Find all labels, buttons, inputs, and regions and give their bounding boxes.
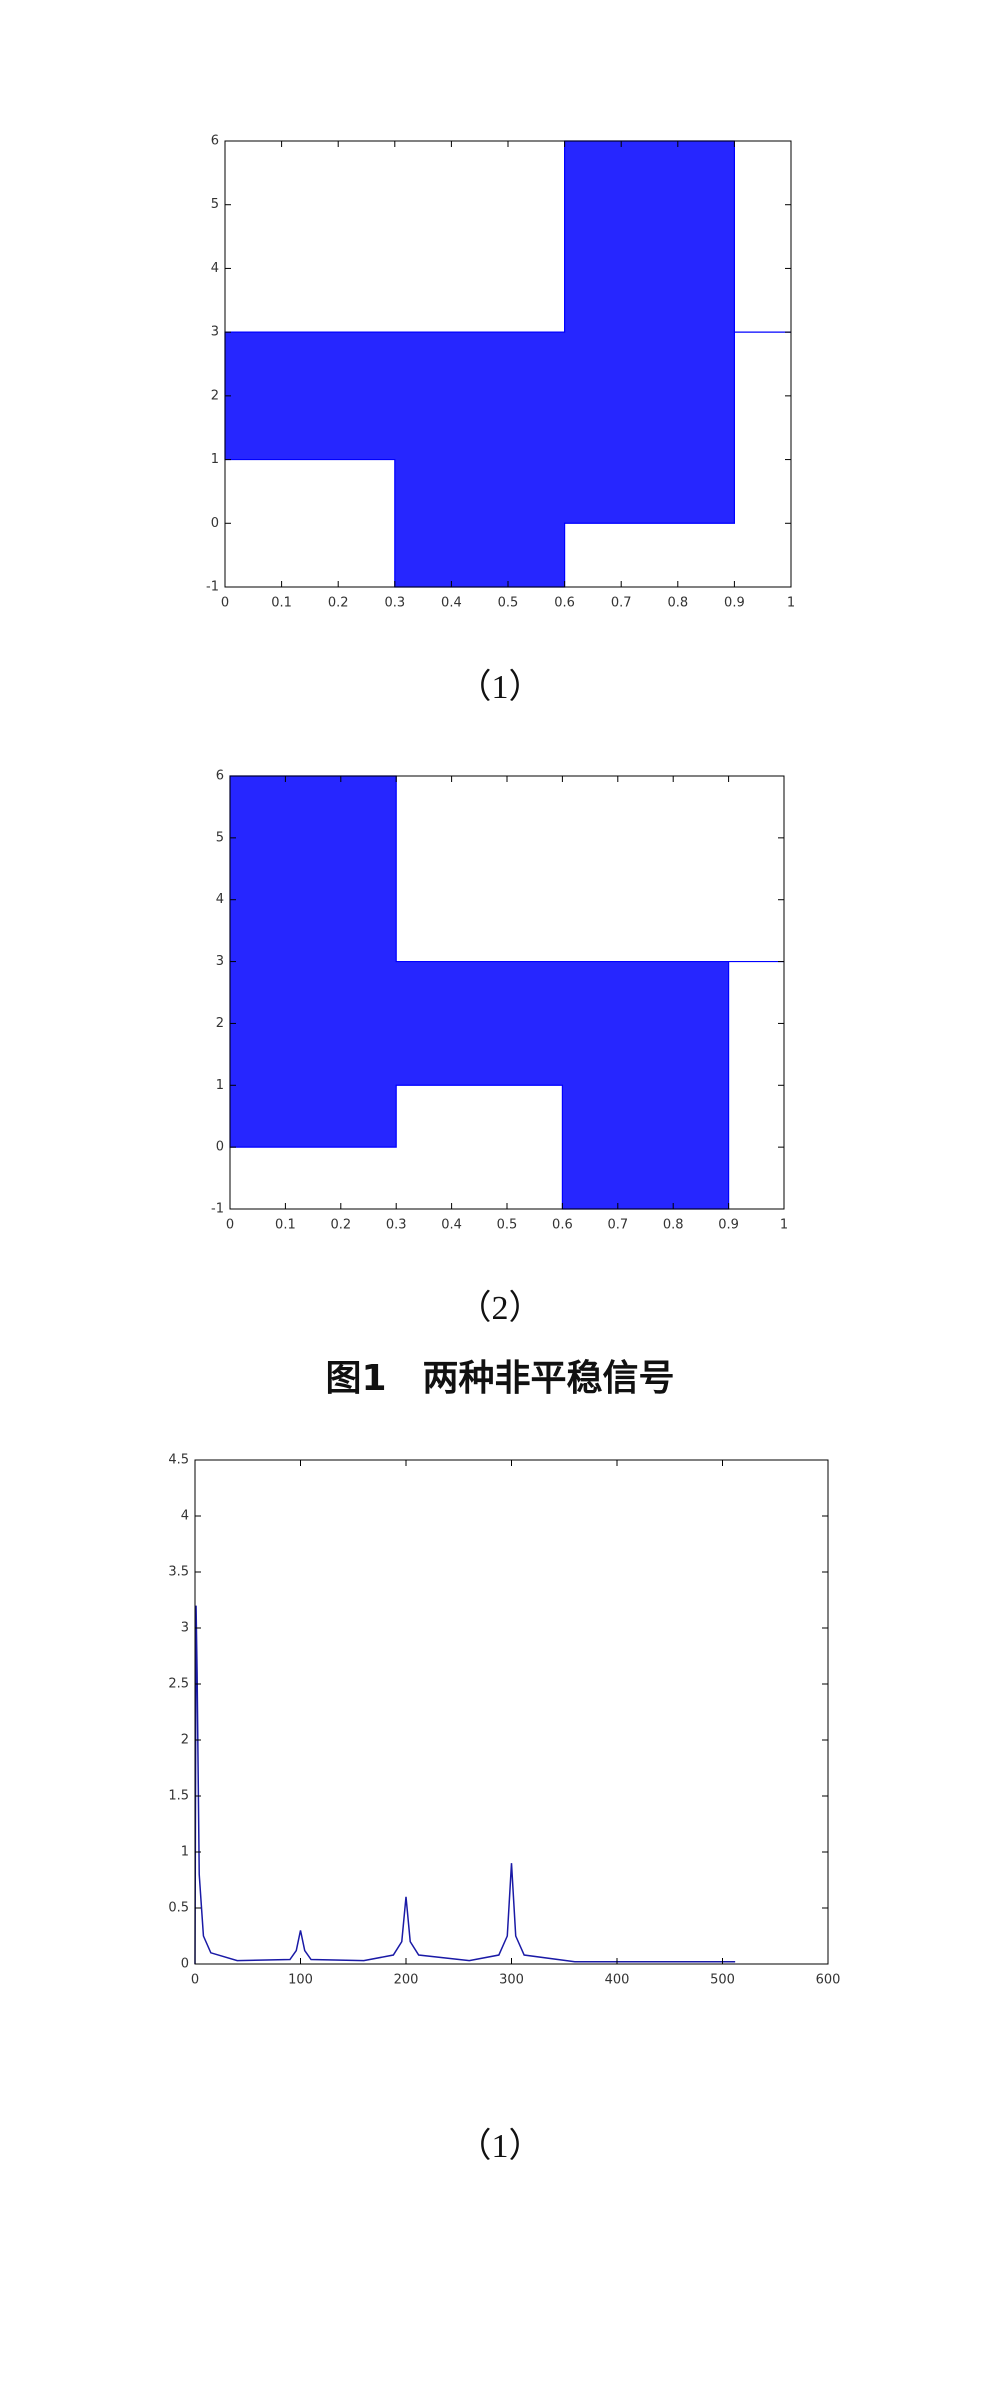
x-tick-label: 0.4 [441, 596, 462, 611]
x-tick-label: 200 [394, 1973, 419, 1988]
y-tick-label: 0 [211, 516, 219, 531]
x-tick-label: 0.8 [667, 596, 688, 611]
y-tick-label: -1 [206, 580, 219, 595]
y-tick-label: 1.5 [168, 1789, 189, 1804]
y-tick-label: 4 [216, 892, 224, 907]
x-tick-label: 0 [221, 596, 229, 611]
x-tick-label: 0.4 [441, 1218, 462, 1233]
y-tick-label: 0 [181, 1957, 189, 1972]
y-tick-label: 3 [216, 954, 224, 969]
x-tick-label: 1 [787, 596, 795, 611]
plot-frame [194, 1459, 829, 1965]
y-tick-label: 4 [181, 1509, 189, 1524]
x-tick-label: 0.6 [554, 596, 575, 611]
y-tick-label: 2 [211, 388, 219, 403]
y-tick-label: 3.5 [168, 1565, 189, 1580]
x-tick-label: 0.7 [607, 1218, 628, 1233]
x-tick-label: 400 [605, 1973, 630, 1988]
y-tick-label: 5 [216, 830, 224, 845]
x-tick-label: 0.1 [271, 596, 292, 611]
y-tick-label: 1 [181, 1845, 189, 1860]
signal-band [229, 775, 784, 1210]
x-tick-label: 0.3 [384, 596, 405, 611]
caption: （1） [458, 668, 543, 706]
y-tick-label: -1 [211, 1202, 224, 1217]
caption: （2） [458, 1289, 543, 1327]
x-tick-label: 0.5 [498, 596, 519, 611]
x-tick-label: 300 [499, 1973, 524, 1988]
x-tick-label: 0.5 [497, 1218, 518, 1233]
x-tick-label: 0.9 [724, 596, 745, 611]
x-tick-label: 0.1 [275, 1218, 296, 1233]
y-tick-label: 2 [216, 1016, 224, 1031]
x-tick-label: 1 [780, 1218, 788, 1233]
x-tick-label: 0.7 [611, 596, 632, 611]
y-tick-label: 1 [211, 452, 219, 467]
x-tick-label: 100 [288, 1973, 313, 1988]
x-tick-label: 500 [710, 1973, 735, 1988]
y-tick-label: 0.5 [168, 1901, 189, 1916]
y-tick-label: 2.5 [168, 1677, 189, 1692]
x-tick-label: 0 [226, 1218, 234, 1233]
signal-band [224, 140, 791, 588]
figure-title: 图1 两种非平稳信号 [325, 1358, 674, 1399]
x-tick-label: 0.8 [663, 1218, 684, 1233]
y-tick-label: 3 [211, 325, 219, 340]
y-tick-label: 5 [211, 197, 219, 212]
x-tick-label: 0.2 [330, 1218, 351, 1233]
y-tick-label: 0 [216, 1140, 224, 1155]
x-tick-label: 0.2 [328, 596, 349, 611]
x-tick-label: 0 [191, 1973, 199, 1988]
y-tick-label: 2 [181, 1733, 189, 1748]
y-tick-label: 3 [181, 1621, 189, 1636]
spectrum-line [194, 1605, 736, 1965]
y-tick-label: 4 [211, 261, 219, 276]
x-tick-label: 0.9 [718, 1218, 739, 1233]
x-tick-label: 0.6 [552, 1218, 573, 1233]
y-tick-label: 6 [216, 769, 224, 784]
y-tick-label: 6 [211, 134, 219, 149]
x-tick-label: 600 [816, 1973, 841, 1988]
y-tick-label: 4.5 [168, 1453, 189, 1468]
x-tick-label: 0.3 [386, 1218, 407, 1233]
y-tick-label: 1 [216, 1078, 224, 1093]
caption: （1） [458, 2127, 543, 2165]
